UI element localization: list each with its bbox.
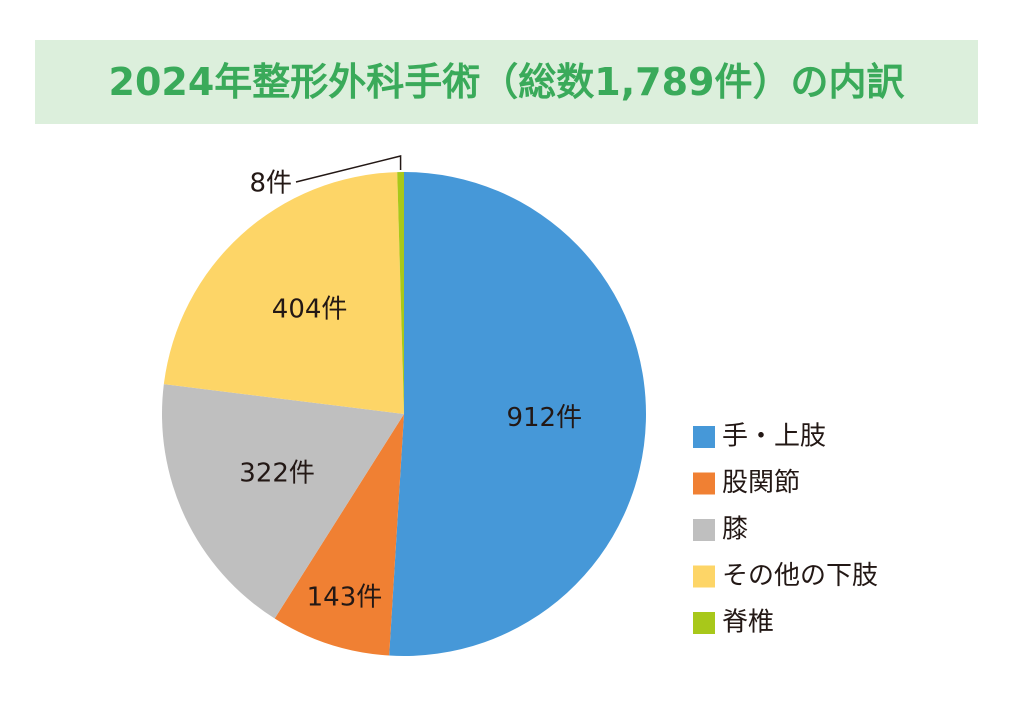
chart-title: 2024年整形外科手術（総数1,789件）の内訳	[108, 60, 905, 104]
legend-label: 脊椎	[722, 608, 774, 638]
pie-slice	[389, 172, 647, 656]
legend-swatch	[693, 565, 715, 588]
legend-label: 膝	[722, 515, 748, 545]
legend-label: 手・上肢	[722, 422, 826, 452]
data-label: 404件	[272, 295, 348, 325]
pie-slice	[163, 172, 404, 414]
legend-swatch	[693, 426, 715, 448]
legend-label: その他の下肢	[722, 561, 878, 591]
data-label: 8件	[249, 169, 292, 199]
legend-swatch	[693, 612, 715, 634]
title-background	[35, 40, 978, 124]
data-label: 322件	[239, 458, 315, 488]
legend-swatch	[693, 472, 715, 495]
pie-slice	[161, 384, 404, 619]
leader-line	[295, 155, 402, 183]
data-label: 143件	[307, 583, 383, 613]
legend-swatch	[693, 519, 715, 541]
pie-slice	[397, 172, 404, 414]
legend-label: 股関節	[722, 468, 800, 498]
data-label: 912件	[506, 403, 582, 433]
pie-slice	[274, 414, 404, 656]
